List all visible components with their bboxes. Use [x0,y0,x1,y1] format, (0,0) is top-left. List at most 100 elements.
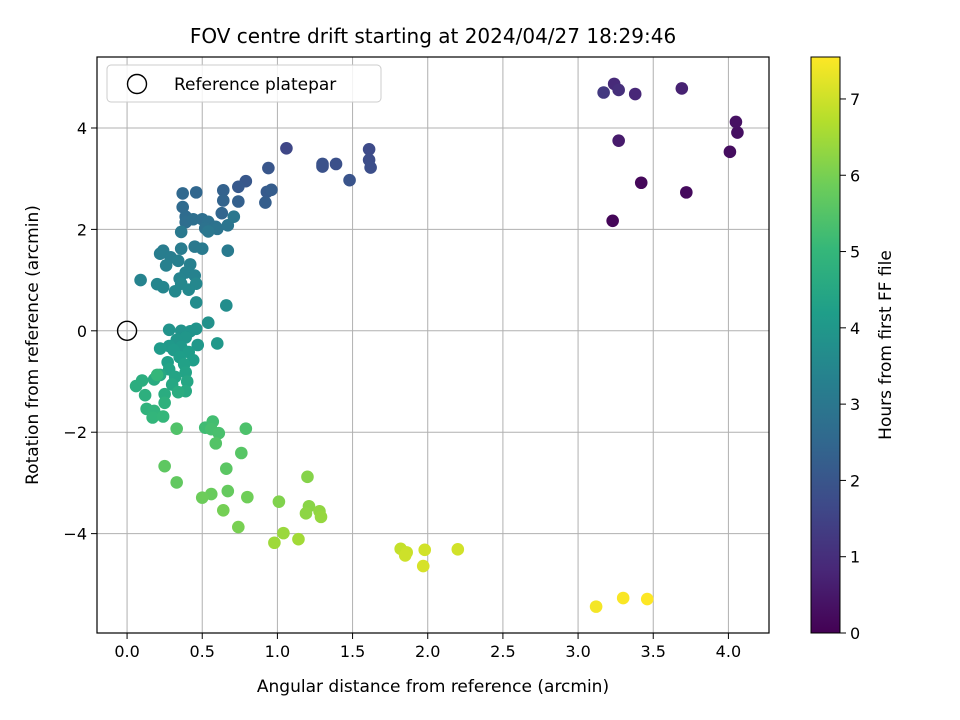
scatter-point [153,247,167,261]
scatter-point [589,600,603,613]
scatter-point [628,87,642,101]
colorbar-tick-label: 6 [850,166,860,185]
scatter-point [170,476,183,489]
x-tick-label: 2.5 [490,642,515,661]
scatter-point [159,259,173,272]
colorbar-tick-label: 5 [850,243,860,262]
scatter-point [189,322,203,336]
scatter-point [723,145,737,159]
scatter-point [195,242,209,255]
scatter-point [277,526,290,540]
scatter-point [616,591,630,605]
colorbar-tick-label: 7 [850,90,860,109]
scatter-point [398,549,412,562]
scatter-point [170,422,183,435]
scatter-point [640,592,654,606]
scatter-point [731,126,744,139]
scatter-point [241,490,254,504]
scatter-point [215,206,229,220]
scatter-point [235,446,248,460]
scatter-point [195,491,209,504]
y-tick-label: −2 [63,423,87,442]
scatter-point [138,388,152,402]
scatter-point [239,422,253,435]
colorbar-tick-label: 3 [850,395,860,414]
scatter-point [329,157,343,171]
scatter-point [316,160,329,173]
scatter-point [156,410,170,423]
x-tick-label: 0.0 [114,642,139,661]
reference-platepar-marker [116,320,138,342]
scatter-point [180,375,194,388]
scatter-point [268,536,281,550]
scatter-point [262,161,275,175]
scatter-point [729,115,743,129]
scatter-point [135,374,149,387]
x-tick-label: 4.0 [716,642,741,661]
scatter-point [210,337,224,350]
scatter-point [209,437,223,450]
y-axis-label: Rotation from reference (arcmin) [23,205,43,485]
scatter-point [174,242,188,255]
scatter-point [171,385,185,399]
scatter-point [189,186,203,199]
scatter-point [299,507,313,520]
scatter-point [265,183,278,197]
scatter-point [182,283,196,297]
scatter-point [146,411,159,424]
scatter-point [451,543,465,556]
scatter-point [612,83,625,97]
scatter-points [129,77,744,613]
y-tick-label: 0 [77,322,87,341]
scatter-point [176,200,189,214]
scatter-point [158,459,171,473]
scatter-point [216,194,230,207]
scatter-point [232,520,245,534]
y-tick-label: 2 [77,220,87,239]
y-axis-ticks: −4 −2 0 2 4 [63,119,97,544]
x-tick-label: 3.0 [565,642,590,661]
scatter-point [189,296,203,309]
scatter-point [280,141,293,155]
scatter-point [221,244,235,257]
x-tick-label: 0.5 [190,642,215,661]
scatter-point [176,187,189,200]
scatter-point [162,323,176,337]
scatter-point [219,299,233,312]
colorbar-label: Hours from first FF file [876,250,896,440]
scatter-point [134,273,147,287]
colorbar [810,56,841,634]
scatter-point [606,214,619,228]
x-axis-ticks: 0.0 0.5 1.0 1.5 2.0 2.5 3.0 3.5 4.0 [114,633,741,661]
scatter-point [153,342,167,355]
scatter-point [212,426,226,440]
scatter-point [680,186,693,199]
colorbar-tick-label: 1 [850,548,860,567]
scatter-point [216,503,230,517]
scatter-point [272,495,286,508]
scatter-point [362,142,376,156]
scatter-point [186,212,200,226]
scatter-point [597,86,610,99]
legend: Reference platepar [106,64,382,103]
scatter-point [292,532,305,546]
y-tick-label: 4 [77,119,87,138]
legend-marker-icon [126,73,148,95]
colorbar-tick-label: 4 [850,319,860,338]
scatter-point [612,134,625,147]
scatter-point [156,280,170,294]
scatter-point [232,180,245,194]
plot-frame [96,56,770,634]
scatter-point [343,173,356,187]
legend-label: Reference platepar [174,75,336,95]
scatter-point [201,225,215,238]
scatter-point [416,559,430,573]
scatter-point [418,543,432,557]
scatter-point [301,470,314,484]
colorbar-ticks: 0 1 2 3 4 5 6 7 [840,90,860,643]
scatter-point [227,210,241,224]
y-tick-label: −4 [63,525,87,544]
x-tick-label: 2.0 [415,642,440,661]
scatter-point [314,510,328,524]
